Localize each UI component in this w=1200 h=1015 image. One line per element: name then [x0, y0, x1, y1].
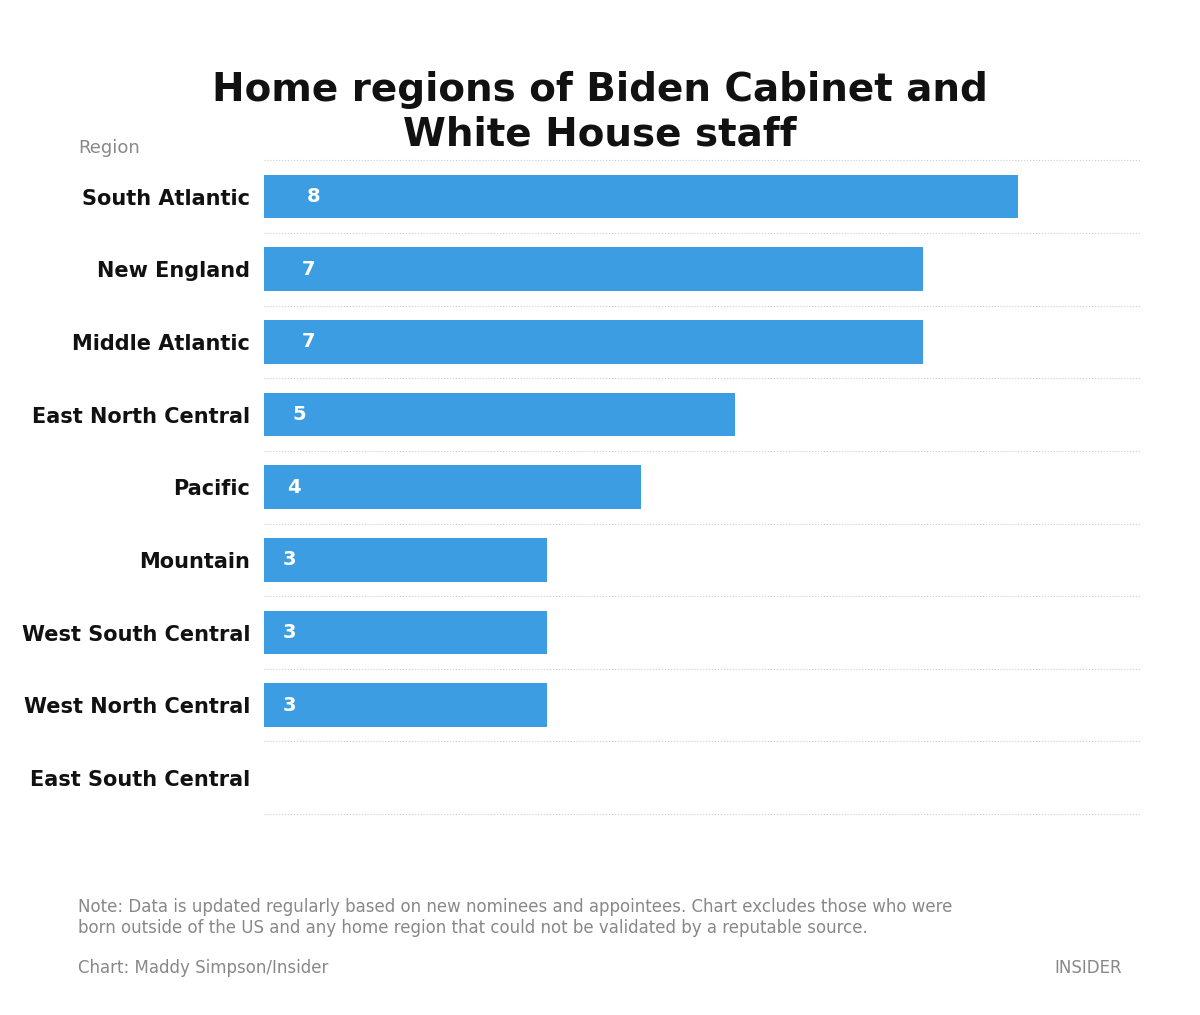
- Text: 3: 3: [283, 550, 296, 569]
- Text: 3: 3: [283, 623, 296, 642]
- Bar: [264, 248, 923, 291]
- Text: 8: 8: [306, 187, 320, 206]
- Bar: [264, 393, 734, 436]
- Text: Home regions of Biden Cabinet and
White House staff: Home regions of Biden Cabinet and White …: [212, 71, 988, 153]
- Text: 5: 5: [293, 405, 306, 424]
- Bar: [264, 320, 923, 363]
- Text: Chart: Maddy Simpson/Insider: Chart: Maddy Simpson/Insider: [78, 959, 329, 977]
- Text: Region: Region: [78, 139, 139, 157]
- Bar: [264, 466, 641, 509]
- Bar: [264, 175, 1018, 218]
- Text: 7: 7: [301, 332, 316, 351]
- Text: 3: 3: [283, 695, 296, 715]
- Text: 4: 4: [288, 478, 301, 496]
- Text: Note: Data is updated regularly based on new nominees and appointees. Chart excl: Note: Data is updated regularly based on…: [78, 898, 953, 937]
- Bar: [264, 683, 546, 727]
- Text: INSIDER: INSIDER: [1055, 959, 1122, 977]
- Text: 7: 7: [301, 260, 316, 279]
- Bar: [264, 611, 546, 655]
- Bar: [264, 538, 546, 582]
